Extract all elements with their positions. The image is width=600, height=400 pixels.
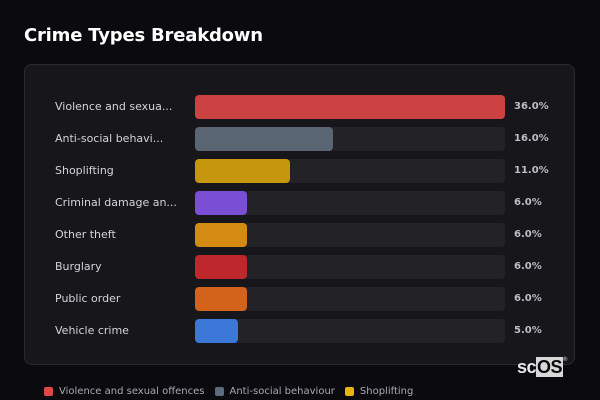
bar-fill[interactable] [195,95,505,119]
bar-track [195,191,505,215]
legend-label: Anti-social behaviour [229,386,335,397]
bar-fill[interactable] [195,127,333,151]
bar-row: Shoplifting 11.0% [25,159,574,183]
bar-row: Criminal damage an... 6.0% [25,191,574,215]
bar-value: 6.0% [514,293,542,304]
bar-value: 6.0% [514,261,542,272]
legend-swatch-icon [214,387,224,396]
bar-fill[interactable] [195,159,290,183]
bar-fill[interactable] [195,319,239,343]
bar-label: Public order [55,292,121,305]
bar-value: 6.0% [514,197,542,208]
bar-fill[interactable] [195,287,247,311]
legend-swatch-icon [44,387,53,396]
bar-row: Other theft 6.0% [25,223,574,247]
bar-label: Burglary [55,260,102,273]
legend-label: Violence and sexual offences [59,386,205,397]
bar-label: Anti-social behavi... [55,132,164,145]
bar-row: Anti-social behavi... 16.0% [25,127,574,151]
bar-label: Criminal damage an... [55,196,177,209]
bar-value: 5.0% [514,325,542,336]
bar-row: Violence and sexua... 36.0% [25,95,574,119]
bar-track [195,287,505,311]
bar-track [195,223,505,247]
bar-track [195,319,505,343]
bar-row: Burglary 6.0% [25,255,574,279]
bar-label: Vehicle crime [55,324,129,337]
bar-label: Other theft [55,228,116,241]
legend: Violence and sexual offences Anti-social… [44,386,413,397]
bar-track [195,127,505,151]
bar-value: 36.0% [514,101,549,112]
bar-value: 16.0% [514,133,549,144]
bar-track [195,255,505,279]
legend-item[interactable]: Shoplifting [344,386,414,397]
legend-swatch-icon [344,387,354,396]
bar-value: 6.0% [514,229,542,240]
legend-label: Shoplifting [359,386,414,397]
chart-title: Crime Types Breakdown [24,25,263,46]
bar-value: 11.0% [514,165,549,176]
bar-track [195,159,505,183]
bar-row: Public order 6.0% [25,287,574,311]
bar-fill[interactable] [195,223,247,247]
bar-track [195,95,505,119]
scos-logo: scOS® [517,357,567,377]
legend-item[interactable]: Anti-social behaviour [214,386,335,397]
bar-row: Vehicle crime 5.0% [25,319,574,343]
bar-label: Shoplifting [55,164,114,177]
bar-label: Violence and sexua... [55,100,173,113]
bar-fill[interactable] [195,191,247,215]
legend-item[interactable]: Violence and sexual offences [44,386,205,397]
chart-panel: Violence and sexua... 36.0% Anti-social b… [24,64,575,365]
bar-fill[interactable] [195,255,247,279]
